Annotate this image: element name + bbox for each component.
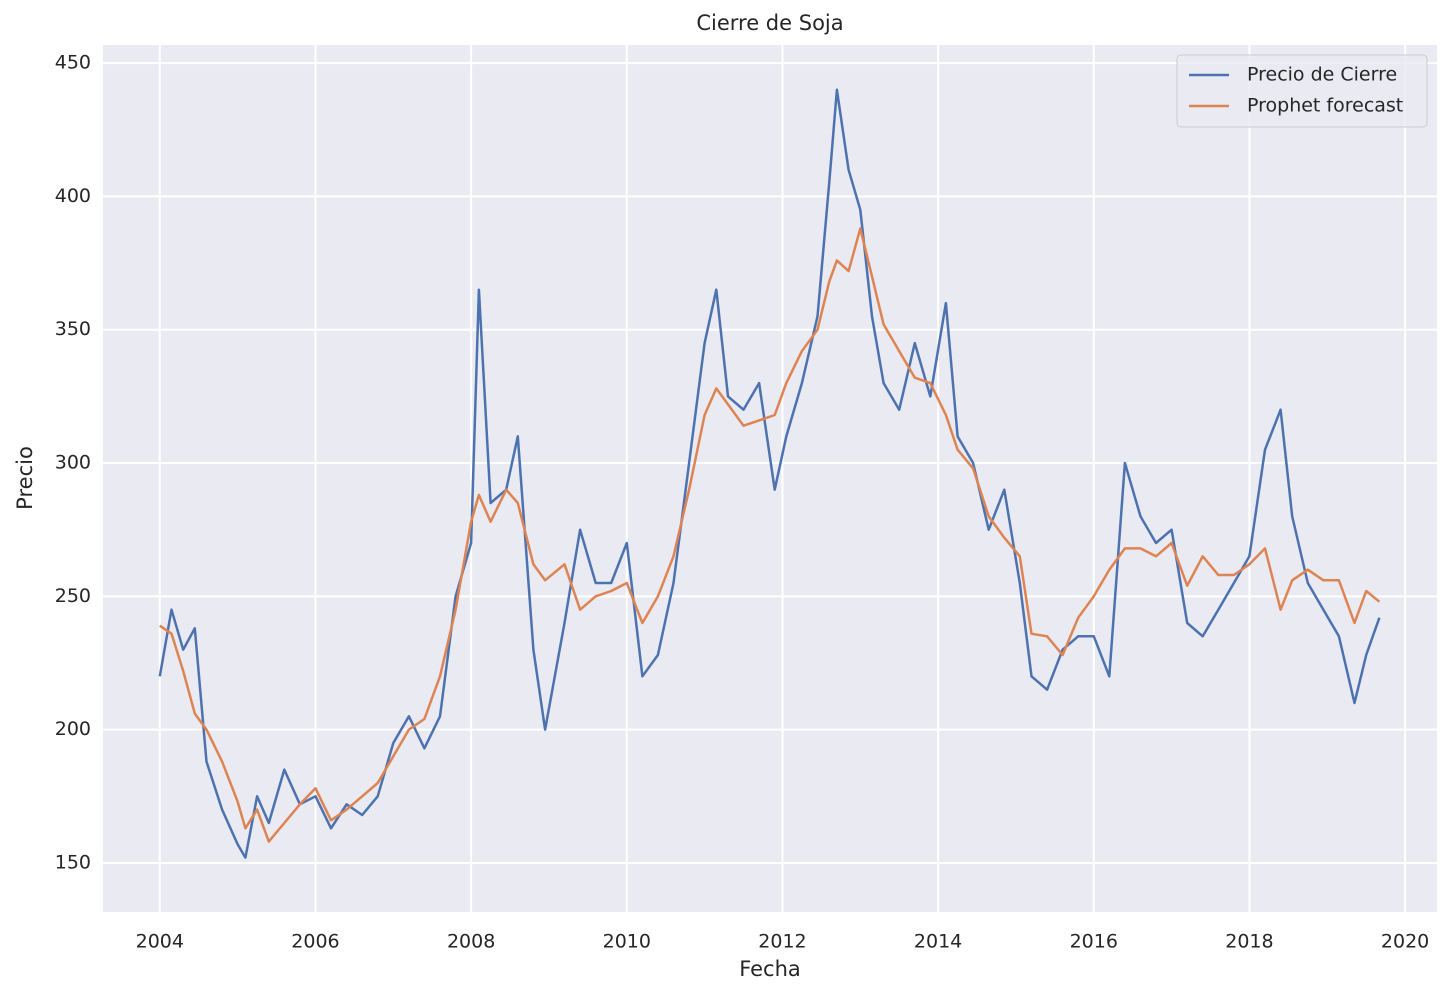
x-tick-label: 2014	[914, 931, 962, 953]
y-tick-label: 300	[55, 452, 91, 474]
legend-label: Precio de Cierre	[1247, 64, 1397, 86]
x-tick-label: 2010	[603, 931, 651, 953]
x-tick-label: 2018	[1225, 931, 1273, 953]
legend-box	[1176, 54, 1428, 128]
plot-area	[103, 45, 1437, 912]
x-tick-label: 2004	[136, 931, 184, 953]
x-tick-label: 2012	[758, 931, 806, 953]
y-tick-label: 250	[55, 585, 91, 607]
x-tick-label: 2020	[1381, 931, 1429, 953]
y-tick-label: 350	[55, 318, 91, 340]
x-axis-label: Fecha	[739, 957, 801, 981]
series-line	[159, 227, 1381, 843]
x-tick-label: 2008	[447, 931, 495, 953]
y-tick-label: 200	[55, 718, 91, 740]
x-tick-label: 2006	[291, 931, 339, 953]
y-axis-label: Precio	[13, 446, 37, 510]
y-tick-label: 400	[55, 185, 91, 207]
y-tick-label: 450	[55, 52, 91, 74]
legend-label: Prophet forecast	[1247, 95, 1403, 117]
chart-title: Cierre de Soja	[696, 11, 843, 35]
y-tick-label: 150	[55, 851, 91, 873]
x-tick-label: 2016	[1070, 931, 1118, 953]
